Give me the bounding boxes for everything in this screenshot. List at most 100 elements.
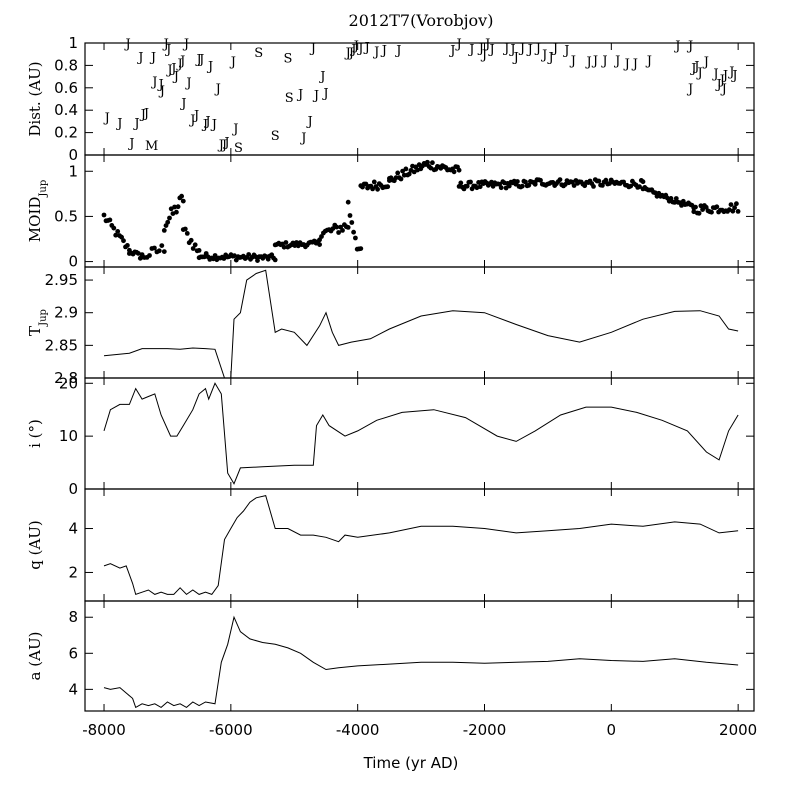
panel-frame: [84, 600, 755, 712]
data-point: [253, 254, 259, 260]
data-point: [113, 232, 119, 238]
encounter-marker: J: [686, 82, 693, 97]
data-point: [519, 183, 525, 189]
data-point: [232, 253, 237, 259]
data-point: [425, 160, 430, 165]
data-point: [498, 185, 504, 191]
data-point: [161, 249, 167, 255]
data-point: [125, 243, 130, 248]
encounter-marker: J: [347, 46, 354, 61]
y-tick-label: 1: [68, 162, 78, 180]
data-point: [732, 205, 737, 211]
data-point: [107, 217, 113, 223]
encounter-marker: J: [730, 68, 737, 83]
encounter-marker: J: [220, 138, 227, 153]
y-axis-label-tjup: TJup: [26, 309, 49, 336]
encounter-marker: J: [487, 43, 494, 58]
encounter-marker: J: [467, 43, 474, 58]
encounter-marker: J: [540, 48, 547, 63]
data-point: [188, 237, 194, 243]
encounter-marker: J: [720, 82, 727, 97]
encounter-marker: S: [283, 52, 292, 67]
encounter-marker: J: [139, 108, 146, 123]
encounter-marker: J: [123, 37, 130, 52]
panel-a: 4 6 8 a (AU): [26, 600, 755, 712]
y-tick-label: 2.85: [45, 336, 78, 354]
data-point: [180, 198, 186, 204]
encounter-marker: J: [142, 106, 149, 121]
encounter-marker: J: [318, 70, 325, 85]
data-point: [184, 231, 190, 236]
data-point: [281, 244, 287, 250]
data-point: [591, 184, 596, 189]
encounter-marker: J: [132, 117, 139, 132]
y-tick-label: 10: [59, 427, 78, 445]
data-point: [523, 179, 528, 185]
data-point: [403, 166, 409, 172]
encounter-marker: J: [718, 73, 725, 88]
encounter-marker: J: [518, 42, 525, 57]
data-point: [221, 256, 227, 261]
x-tick-label: 0: [607, 721, 617, 739]
encounter-marker: J: [156, 77, 163, 92]
y-axis-label-dist: Dist. (AU): [26, 61, 44, 136]
encounter-marker: J: [380, 44, 387, 59]
data-point: [696, 210, 702, 216]
encounter-marker: J: [203, 114, 210, 129]
encounter-marker: J: [127, 137, 134, 152]
encounter-marker: S: [234, 141, 243, 156]
y-tick-label: 2.95: [45, 271, 78, 289]
data-point: [506, 183, 512, 189]
data-point: [603, 177, 609, 183]
y-tick-label: 0.8: [54, 56, 78, 74]
encounter-marker: J: [184, 76, 191, 91]
data-point: [121, 238, 126, 244]
encounter-marker: J: [631, 57, 638, 72]
encounter-marker: J: [502, 42, 509, 57]
encounter-marker: J: [711, 67, 718, 82]
encounter-marker: J: [689, 62, 696, 77]
data-point: [640, 179, 646, 185]
data-point: [464, 183, 470, 189]
encounter-marker: J: [512, 50, 519, 65]
data-point: [179, 193, 185, 199]
encounter-marker: J: [296, 87, 303, 102]
data-point: [637, 184, 642, 190]
encounter-marker: J: [727, 65, 734, 80]
series-line-incl: [103, 382, 739, 485]
encounter-marker: J: [454, 37, 461, 52]
data-point: [668, 196, 674, 201]
encounter-marker: J: [165, 63, 172, 78]
data-point: [515, 179, 520, 184]
series-line-a: [103, 615, 739, 709]
data-point: [526, 182, 532, 188]
encounter-marker: J: [448, 44, 455, 59]
encounter-marker: J: [600, 54, 607, 69]
y-tick-label: 1: [68, 34, 78, 52]
data-point: [182, 226, 188, 232]
encounter-marker: J: [569, 54, 576, 69]
encounter-marker: J: [229, 55, 236, 70]
data-point: [375, 186, 380, 192]
encounter-marker: J: [210, 118, 217, 133]
encounter-marker: J: [591, 54, 598, 69]
data-point: [709, 209, 714, 215]
y-axis-label-q: q (AU): [26, 520, 44, 570]
encounter-marker: J: [312, 89, 319, 104]
panel-frame: [84, 377, 755, 490]
data-point: [532, 181, 538, 187]
panel-frame: [84, 266, 755, 379]
data-point: [152, 245, 157, 251]
data-point: [161, 228, 167, 233]
panel-frame: [84, 154, 755, 268]
encounter-marker: J: [201, 118, 208, 133]
encounter-marker: J: [150, 75, 157, 90]
data-point: [165, 219, 171, 225]
encounter-marker: J: [103, 111, 110, 126]
encounter-marker: J: [483, 37, 490, 52]
encounter-marker: J: [480, 48, 487, 63]
encounter-marker: J: [623, 57, 630, 72]
encounter-marker: J: [562, 44, 569, 59]
encounter-marker: J: [692, 59, 699, 74]
data-point: [458, 180, 464, 186]
